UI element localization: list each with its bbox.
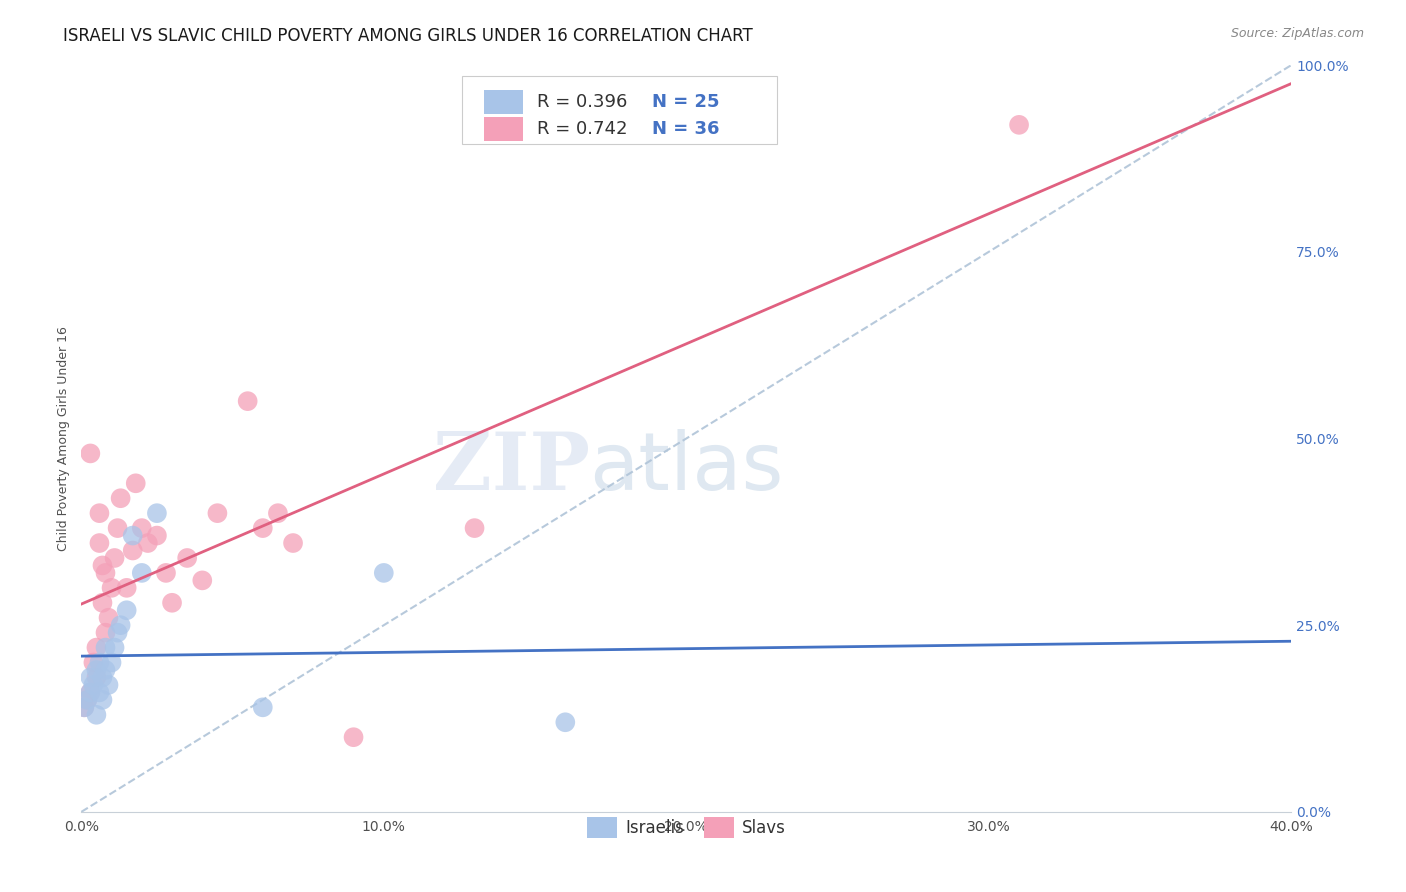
Point <box>91 670 114 684</box>
Point <box>100 656 122 670</box>
Point <box>103 551 125 566</box>
Point <box>89 506 111 520</box>
Point <box>146 506 169 520</box>
Point <box>82 678 104 692</box>
Legend: Israelis, Slavs: Israelis, Slavs <box>579 810 793 845</box>
Point <box>121 528 143 542</box>
FancyBboxPatch shape <box>484 117 523 141</box>
Point <box>131 566 153 580</box>
Point <box>89 536 111 550</box>
Point <box>82 656 104 670</box>
Point <box>155 566 177 580</box>
Point <box>554 715 576 730</box>
Point <box>94 663 117 677</box>
Text: ZIP: ZIP <box>433 429 589 508</box>
Point <box>76 693 98 707</box>
Text: atlas: atlas <box>589 429 785 508</box>
Point <box>79 685 101 699</box>
Point <box>79 685 101 699</box>
Point <box>86 663 108 677</box>
Point <box>267 506 290 520</box>
Text: ISRAELI VS SLAVIC CHILD POVERTY AMONG GIRLS UNDER 16 CORRELATION CHART: ISRAELI VS SLAVIC CHILD POVERTY AMONG GI… <box>63 27 754 45</box>
Point <box>125 476 148 491</box>
Point <box>76 693 98 707</box>
Point <box>110 618 132 632</box>
Point <box>146 528 169 542</box>
Point <box>160 596 183 610</box>
Text: N = 25: N = 25 <box>652 94 720 112</box>
Point <box>79 446 101 460</box>
Point <box>115 581 138 595</box>
Point <box>91 558 114 573</box>
Point <box>79 670 101 684</box>
Point <box>131 521 153 535</box>
Text: Source: ZipAtlas.com: Source: ZipAtlas.com <box>1230 27 1364 40</box>
FancyBboxPatch shape <box>463 77 778 144</box>
Point <box>89 656 111 670</box>
Y-axis label: Child Poverty Among Girls Under 16: Child Poverty Among Girls Under 16 <box>58 326 70 551</box>
Point <box>107 521 129 535</box>
Point <box>115 603 138 617</box>
Text: N = 36: N = 36 <box>652 120 720 137</box>
Text: R = 0.742: R = 0.742 <box>537 120 628 137</box>
Point <box>94 640 117 655</box>
Point <box>207 506 229 520</box>
Point <box>103 640 125 655</box>
Point <box>91 596 114 610</box>
Point <box>236 394 259 409</box>
Point <box>136 536 159 550</box>
Point <box>86 670 108 684</box>
Point <box>94 566 117 580</box>
Point <box>91 693 114 707</box>
Point <box>107 625 129 640</box>
Point <box>73 700 96 714</box>
Point <box>176 551 198 566</box>
Text: R = 0.396: R = 0.396 <box>537 94 628 112</box>
Point <box>252 521 274 535</box>
Point <box>86 640 108 655</box>
Point <box>89 685 111 699</box>
FancyBboxPatch shape <box>484 90 523 114</box>
Point <box>97 678 120 692</box>
Point <box>191 574 214 588</box>
Point <box>342 730 364 744</box>
Point <box>464 521 486 535</box>
Point <box>73 700 96 714</box>
Point <box>94 625 117 640</box>
Point <box>121 543 143 558</box>
Point <box>86 707 108 722</box>
Point <box>281 536 304 550</box>
Point <box>252 700 274 714</box>
Point <box>373 566 395 580</box>
Point <box>1008 118 1031 132</box>
Point <box>97 611 120 625</box>
Point <box>100 581 122 595</box>
Point <box>110 491 132 506</box>
